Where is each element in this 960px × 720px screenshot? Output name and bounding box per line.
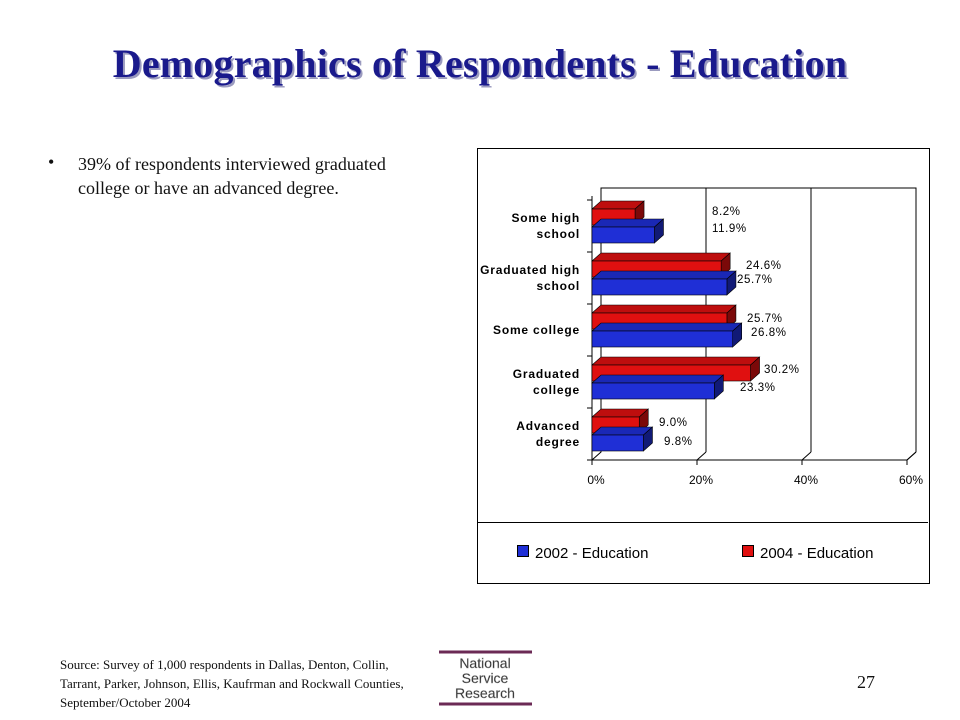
- chart-frame: [477, 148, 930, 584]
- source-note: Source: Survey of 1,000 respondents in D…: [60, 657, 404, 710]
- chart-legend: [477, 522, 928, 583]
- logo-line-1: National: [459, 655, 510, 671]
- slide-title: Demographics of Respondents - Education: [112, 41, 848, 86]
- logo-line-2: Service: [462, 670, 509, 686]
- legend-item-2004: 2004 - Education: [742, 545, 873, 562]
- bullet-text: 39% of respondents interviewed graduated…: [78, 154, 386, 198]
- national-service-research-logo: National Service Research: [439, 650, 532, 706]
- page-number: 27: [857, 672, 875, 692]
- legend-item-2002: 2002 - Education: [517, 545, 648, 562]
- legend-swatch-2004: [742, 545, 754, 557]
- legend-label-2002: 2002 - Education: [535, 545, 649, 562]
- legend-swatch-2002: [517, 545, 529, 557]
- logo-line-3: Research: [455, 685, 515, 701]
- legend-label-2004: 2004 - Education: [760, 545, 874, 562]
- bullet-marker: •: [48, 152, 55, 172]
